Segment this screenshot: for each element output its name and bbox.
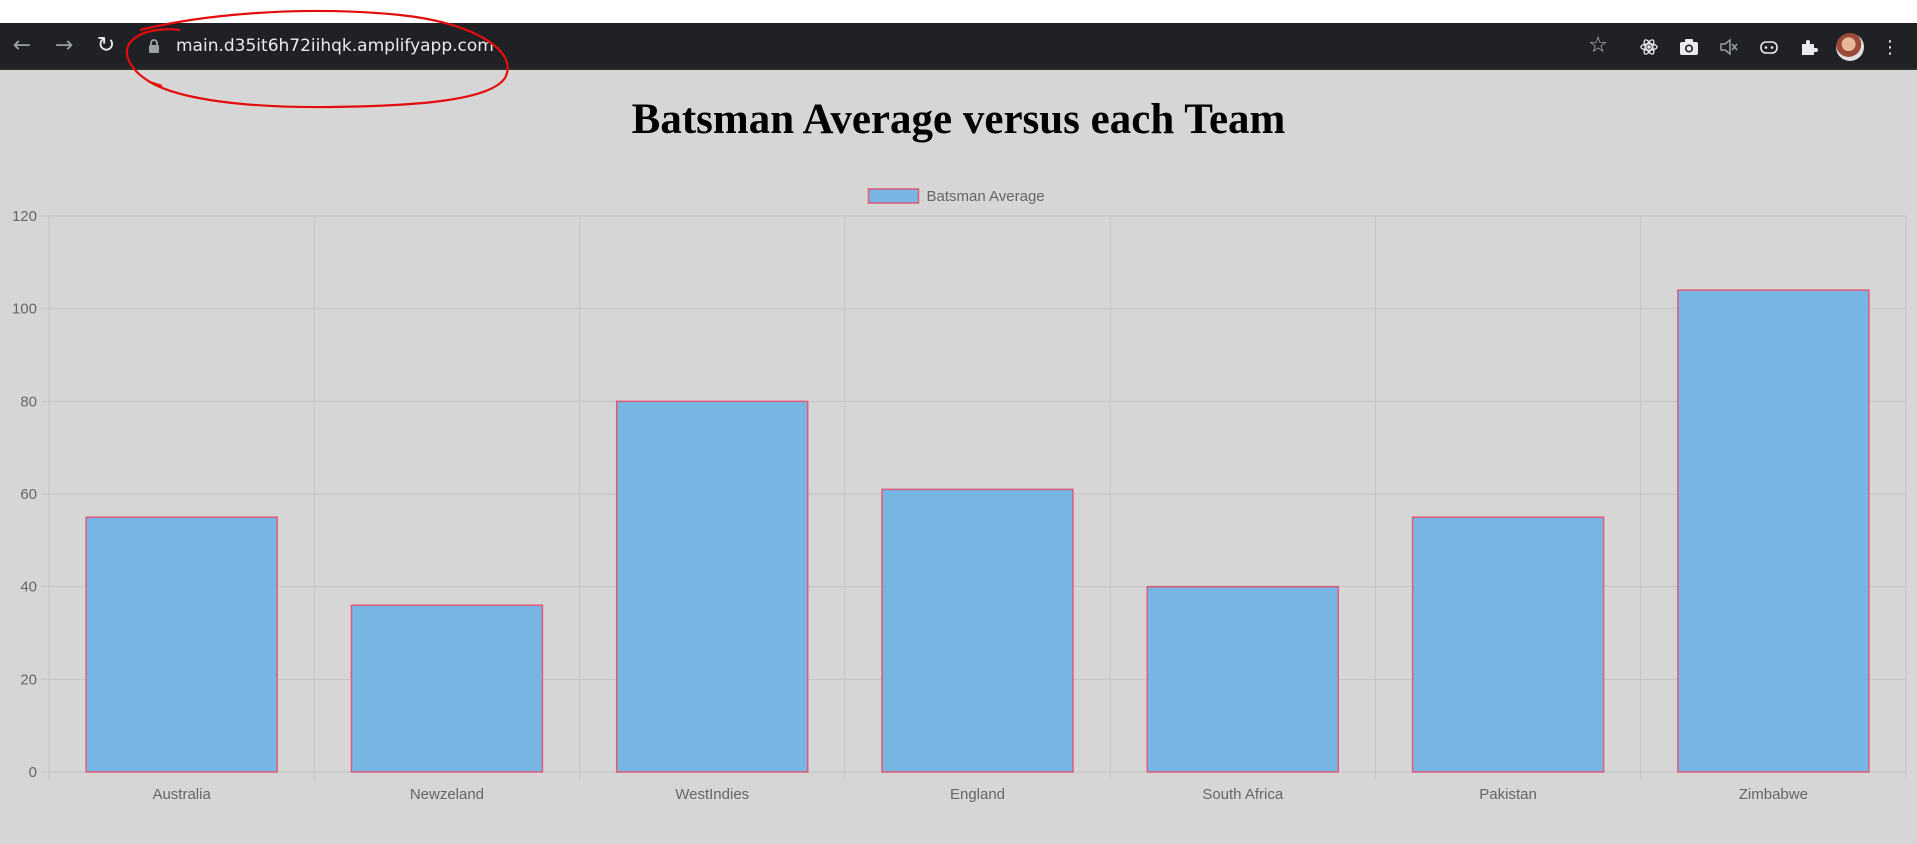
browser-menu-icon[interactable]: ⋮ (1881, 36, 1899, 58)
bar-westindies[interactable] (615, 400, 809, 773)
back-button[interactable]: ← (2, 26, 42, 66)
profile-avatar[interactable] (1836, 33, 1864, 61)
y-tick-label: 60 (20, 486, 37, 503)
page-title: Batsman Average versus each Team (631, 96, 1286, 143)
bar-australia[interactable] (85, 516, 278, 773)
y-tick-label: 0 (29, 764, 37, 781)
bar-england[interactable] (881, 488, 1074, 773)
x-tick-label: Newzeland (410, 786, 484, 803)
legend-swatch[interactable] (867, 188, 920, 204)
forward-arrow-icon: → (54, 33, 74, 58)
x-tick-label: England (950, 786, 1005, 803)
extension-face-icon[interactable] (1757, 35, 1781, 59)
extensions-puzzle-icon[interactable] (1797, 35, 1821, 59)
back-arrow-icon: ← (12, 33, 32, 58)
bar-pakistan[interactable] (1411, 516, 1605, 773)
y-tick-label: 40 (20, 579, 37, 596)
reload-button[interactable]: ↻ (86, 26, 126, 66)
react-devtools-icon[interactable] (1637, 35, 1661, 59)
camera-icon[interactable] (1677, 35, 1701, 59)
y-tick-label: 120 (12, 208, 37, 225)
reload-icon: ↻ (96, 33, 116, 58)
x-tick-label: Pakistan (1479, 786, 1537, 803)
bar-zimbabwe[interactable] (1677, 289, 1870, 773)
mute-icon[interactable] (1717, 35, 1741, 59)
bookmark-star-icon[interactable]: ☆ (1588, 33, 1608, 58)
bar-newzeland[interactable] (350, 604, 544, 773)
y-tick-label: 100 (12, 301, 37, 318)
y-tick-label: 80 (20, 393, 37, 410)
legend-label[interactable]: Batsman Average (927, 188, 1045, 205)
x-tick-label: Australia (152, 786, 211, 803)
y-tick-label: 20 (20, 671, 37, 688)
x-tick-label: South Africa (1202, 786, 1284, 803)
forward-button[interactable]: → (44, 26, 84, 66)
x-tick-label: Zimbabwe (1739, 786, 1808, 803)
x-tick-label: WestIndies (675, 786, 749, 803)
bar-south-africa[interactable] (1146, 585, 1340, 773)
